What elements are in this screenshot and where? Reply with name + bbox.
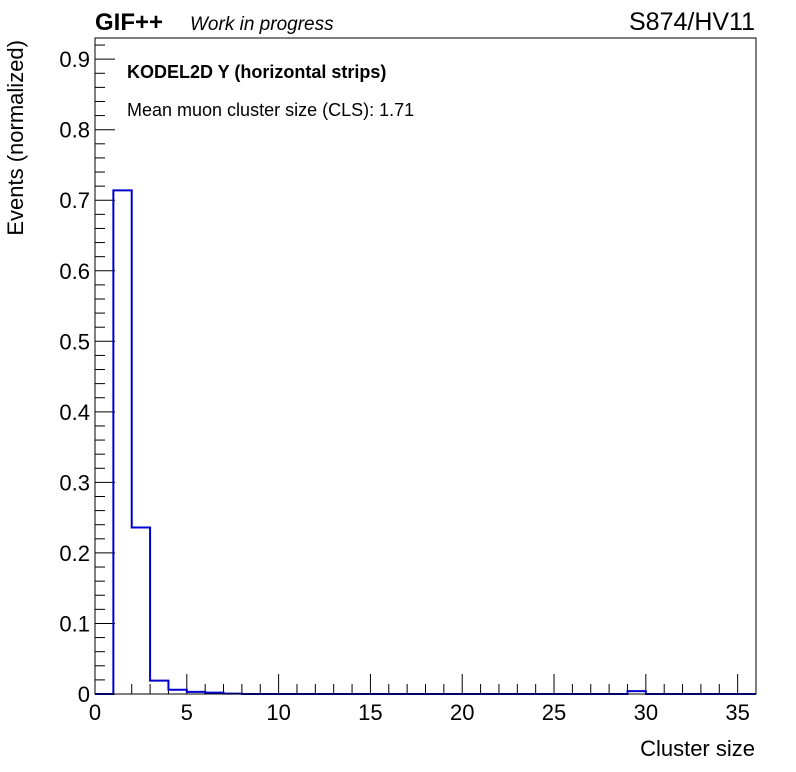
y-tick-labels: 0 0.1 0.2 0.3 0.4 0.5 0.6 0.7 0.8 0.9: [59, 47, 90, 707]
y-tick-label: 0.7: [59, 188, 90, 213]
x-tick-label: 25: [542, 700, 566, 725]
histogram-outline: [95, 189, 756, 695]
x-tick-label: 5: [181, 700, 193, 725]
header-experiment: GIF++: [95, 9, 163, 36]
x-tick-label: 0: [89, 700, 101, 725]
major-ticks: [94, 58, 739, 695]
minor-ticks: [95, 44, 757, 694]
x-tick-label: 35: [725, 700, 749, 725]
annotation-detector: KODEL2D Y (horizontal strips): [127, 62, 386, 82]
histogram-bin-1: [113, 190, 131, 694]
x-tick-label: 10: [266, 700, 290, 725]
histogram-bin-2: [132, 528, 150, 694]
x-tick-labels: 0 5 10 15 20 25 30 35: [89, 700, 750, 725]
x-tick-label: 20: [450, 700, 474, 725]
y-axis-title: Events (normalized): [3, 40, 28, 236]
y-tick-label: 0.4: [59, 400, 90, 425]
y-tick-label: 0.5: [59, 329, 90, 354]
plot-frame: [94, 37, 757, 695]
y-tick-label: 0.8: [59, 118, 90, 143]
x-axis-title: Cluster size: [640, 736, 755, 761]
y-tick-label: 0.3: [59, 470, 90, 495]
header-run-label: S874/HV11: [629, 8, 755, 36]
x-tick-label: 15: [358, 700, 382, 725]
header-status: Work in progress: [190, 14, 334, 35]
annotation-mean-cls: Mean muon cluster size (CLS): 1.71: [127, 100, 414, 120]
y-tick-label: 0.2: [59, 541, 90, 566]
y-tick-label: 0.9: [59, 47, 90, 72]
x-tick-label: 30: [634, 700, 658, 725]
histogram-bins: [113, 190, 645, 694]
y-tick-label: 0: [78, 682, 90, 707]
y-tick-label: 0.1: [59, 611, 90, 636]
y-tick-label: 0.6: [59, 259, 90, 284]
histogram-bin-3: [150, 681, 168, 694]
